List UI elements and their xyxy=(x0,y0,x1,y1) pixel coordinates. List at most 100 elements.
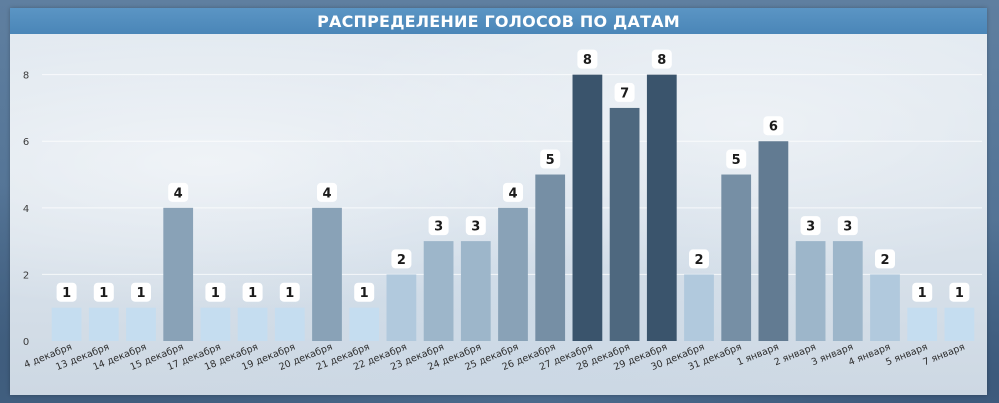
data-label-background xyxy=(577,49,598,69)
bar-chart: 0 2 4 6 8 1 1 1 4 1 1 1 4 1 2 3 3 4 5 8 7 8 2 5 6 3 3 2 1 1 4 декабр… xyxy=(23,49,982,373)
data-label-background xyxy=(651,49,672,69)
data-label-text: 1 xyxy=(360,286,369,301)
bar[interactable] xyxy=(646,74,677,342)
data-label-text: 8 xyxy=(583,53,592,68)
data-label-background xyxy=(56,282,77,302)
bar[interactable] xyxy=(460,241,491,341)
bar[interactable] xyxy=(535,174,566,341)
data-label: 4 xyxy=(168,182,189,202)
bar[interactable] xyxy=(832,241,863,341)
data-label-background xyxy=(800,216,821,236)
data-label-text: 2 xyxy=(880,253,889,268)
data-labels: 1 1 1 4 1 1 1 4 1 2 3 3 4 5 8 7 8 2 5 6 3 3 2 1 1 xyxy=(56,49,970,302)
bar[interactable] xyxy=(349,307,380,341)
bar[interactable] xyxy=(423,241,454,341)
data-label-background xyxy=(540,149,561,169)
bar[interactable] xyxy=(386,274,417,341)
bar[interactable] xyxy=(163,207,194,341)
bar[interactable] xyxy=(795,241,826,341)
data-label: 2 xyxy=(689,249,709,269)
data-label: 1 xyxy=(131,282,151,302)
data-label-text: 6 xyxy=(769,120,778,135)
bar[interactable] xyxy=(870,274,900,341)
data-label-background xyxy=(354,282,375,302)
data-label-text: 2 xyxy=(397,253,406,268)
data-label: 1 xyxy=(242,282,263,302)
bar[interactable] xyxy=(200,307,231,341)
data-label-background xyxy=(428,216,449,236)
data-label-background xyxy=(168,182,189,202)
bar[interactable] xyxy=(498,207,528,341)
data-label-background xyxy=(391,249,412,269)
data-label-background xyxy=(614,82,635,102)
bar[interactable] xyxy=(572,74,603,342)
bar[interactable] xyxy=(312,207,342,341)
bar[interactable] xyxy=(237,307,268,341)
data-label: 1 xyxy=(56,282,77,302)
y-tick-label: 8 xyxy=(23,71,29,82)
bars xyxy=(51,74,975,342)
data-label-text: 1 xyxy=(99,286,108,301)
data-label-background xyxy=(726,149,747,169)
data-label-text: 1 xyxy=(285,286,294,301)
data-label: 7 xyxy=(614,82,635,102)
bar[interactable] xyxy=(126,307,156,341)
data-label-background xyxy=(689,249,709,269)
bar[interactable] xyxy=(758,141,789,341)
x-tick-label: 7 января xyxy=(921,342,966,369)
data-label: 3 xyxy=(837,216,858,236)
bar[interactable] xyxy=(907,307,938,341)
data-label-background xyxy=(503,182,523,202)
data-label: 3 xyxy=(465,216,486,236)
data-label-text: 3 xyxy=(434,220,443,235)
data-label: 4 xyxy=(317,182,337,202)
y-axis: 0 2 4 6 8 xyxy=(23,71,29,348)
data-label: 1 xyxy=(354,282,375,302)
data-label-text: 2 xyxy=(694,253,703,268)
data-label: 5 xyxy=(540,149,561,169)
data-label: 1 xyxy=(279,282,300,302)
data-label-text: 3 xyxy=(471,220,480,235)
y-tick-label: 2 xyxy=(23,270,29,281)
bar[interactable] xyxy=(944,307,975,341)
data-label-background xyxy=(317,182,337,202)
data-label-background xyxy=(763,116,784,136)
bar[interactable] xyxy=(684,274,714,341)
data-label: 1 xyxy=(205,282,226,302)
bar[interactable] xyxy=(274,307,305,341)
chart-title-bar: РАСПРЕДЕЛЕНИЕ ГОЛОСОВ ПО ДАТАМ xyxy=(10,8,987,34)
data-label: 3 xyxy=(428,216,449,236)
data-label-text: 4 xyxy=(174,186,183,201)
data-label: 5 xyxy=(726,149,747,169)
data-label-text: 1 xyxy=(955,286,964,301)
data-label-text: 1 xyxy=(918,286,927,301)
data-label-text: 4 xyxy=(322,186,331,201)
data-label: 1 xyxy=(949,282,970,302)
data-label-text: 1 xyxy=(211,286,220,301)
data-label-text: 7 xyxy=(620,86,629,101)
data-label-background xyxy=(242,282,263,302)
data-label-text: 1 xyxy=(62,286,71,301)
x-tick-label: 3 января xyxy=(810,342,855,369)
bar[interactable] xyxy=(721,174,752,341)
data-label-text: 5 xyxy=(732,153,741,168)
data-label-background xyxy=(949,282,970,302)
bar[interactable] xyxy=(51,307,82,341)
data-label: 1 xyxy=(912,282,933,302)
data-label: 1 xyxy=(93,282,114,302)
bar[interactable] xyxy=(88,307,119,341)
chart-panel: РАСПРЕДЕЛЕНИЕ ГОЛОСОВ ПО ДАТАМ 0 2 4 6 8 1 1 1… xyxy=(10,8,987,395)
data-label-background xyxy=(912,282,933,302)
y-tick-label: 6 xyxy=(23,137,29,148)
data-label-text: 1 xyxy=(248,286,257,301)
data-label-background xyxy=(131,282,151,302)
data-label: 3 xyxy=(800,216,821,236)
data-label-text: 1 xyxy=(136,286,145,301)
bar[interactable] xyxy=(609,107,640,341)
y-tick-label: 0 xyxy=(23,337,29,348)
data-label: 8 xyxy=(577,49,598,69)
data-label: 2 xyxy=(391,249,412,269)
data-label-background xyxy=(465,216,486,236)
